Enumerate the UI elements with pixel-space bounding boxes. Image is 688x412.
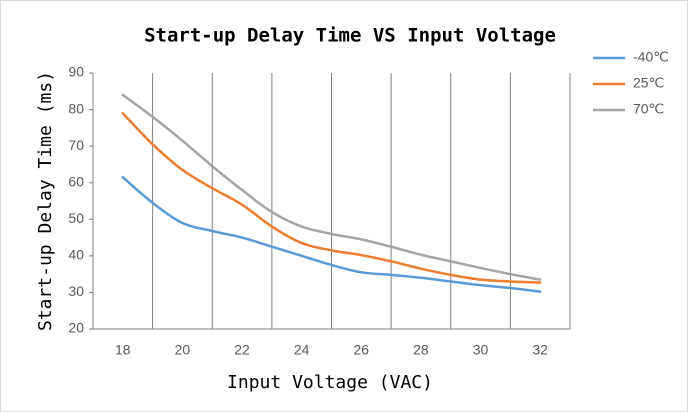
legend-label: 25℃ — [633, 75, 664, 91]
y-tick-label: 90 — [68, 64, 84, 80]
y-tick-label: 30 — [68, 283, 84, 299]
x-tick-label: 26 — [354, 342, 370, 358]
y-axis-label: Start-up Delay Time (ms) — [35, 71, 56, 331]
x-tick-label: 32 — [532, 342, 548, 358]
chart-title: Start-up Delay Time VS Input Voltage — [144, 25, 556, 47]
x-tick-label: 28 — [413, 342, 429, 358]
x-tick-label: 22 — [234, 342, 250, 358]
y-tick-label: 60 — [68, 173, 84, 189]
x-tick-label: 30 — [473, 342, 489, 358]
x-tick-label: 18 — [115, 342, 131, 358]
legend-label: 70℃ — [633, 101, 664, 117]
x-tick-label: 20 — [175, 342, 191, 358]
y-tick-label: 20 — [68, 320, 84, 336]
legend-label: -40℃ — [633, 49, 669, 65]
series-line — [121, 175, 542, 293]
y-tick-label: 40 — [68, 247, 84, 263]
x-tick-label: 24 — [294, 342, 310, 358]
series-line — [121, 111, 542, 284]
y-tick-label: 80 — [68, 100, 84, 116]
y-tick-label: 50 — [68, 210, 84, 226]
y-tick-label: 70 — [68, 137, 84, 153]
series-line — [121, 93, 542, 281]
x-axis-label: Input Voltage (VAC) — [227, 372, 433, 393]
